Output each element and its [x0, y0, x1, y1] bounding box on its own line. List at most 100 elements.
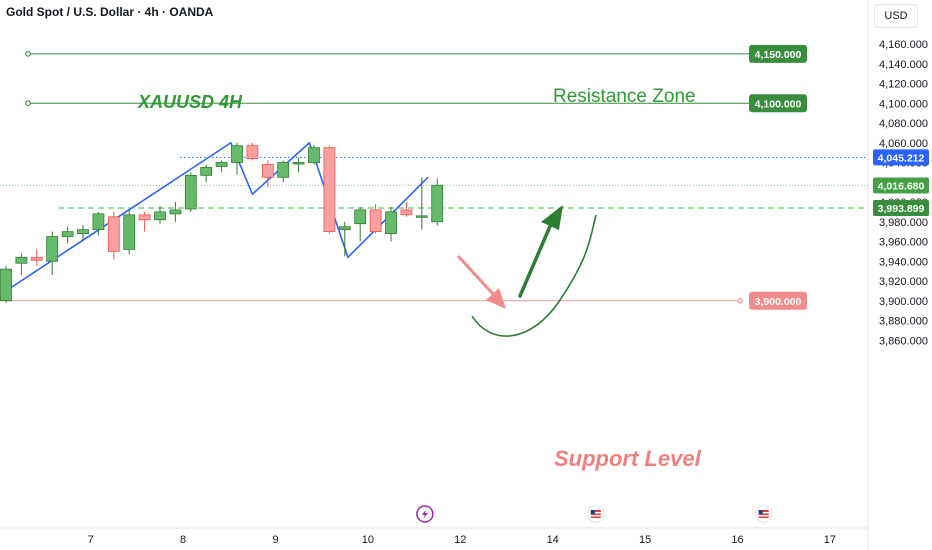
- candle-body: [415, 215, 428, 218]
- candle: [415, 177, 428, 230]
- candle: [431, 178, 444, 226]
- x-tick-label: 17: [824, 534, 836, 546]
- support-price-text: 3,900.000: [755, 296, 802, 308]
- candle-body: [154, 211, 166, 221]
- event-markers: [416, 505, 773, 523]
- candle: [231, 142, 243, 175]
- red-arrow-shaft: [457, 255, 495, 296]
- candle: [246, 142, 259, 161]
- red-arrow-head: [486, 288, 506, 309]
- x-tick-label: 12: [454, 534, 466, 546]
- dashed-axis-badge: [873, 200, 929, 217]
- green-arrow-shaft: [518, 222, 553, 298]
- candle-body: [61, 231, 74, 237]
- resistance-anchor: [25, 100, 31, 107]
- candle: [308, 144, 320, 165]
- y-tick-label: 3,960.000: [879, 237, 928, 249]
- flag-canton: [758, 510, 763, 514]
- support-price-badge: [749, 291, 807, 310]
- candle-body: [431, 184, 444, 223]
- candle: [215, 160, 228, 173]
- candle: [292, 157, 305, 173]
- flag-stripe-white: [758, 512, 769, 514]
- time-axis[interactable]: 7 8 9 10 12 14 15 16 17: [88, 534, 836, 546]
- candle: [77, 224, 89, 242]
- support-level-label: Support Level: [554, 446, 702, 471]
- candle-body: [385, 211, 397, 235]
- x-tick-label: 8: [180, 534, 186, 546]
- current-axis-text: 4,016.680: [878, 181, 925, 193]
- candle: [369, 203, 382, 234]
- y-tick-label: 3,900.000: [879, 296, 928, 308]
- y-tick-label: 3,980.000: [879, 217, 928, 229]
- candle: [46, 231, 59, 276]
- candle: [277, 160, 290, 183]
- y-tick-label: 3,920.000: [879, 276, 928, 288]
- dotted-axis-badge: [873, 149, 929, 166]
- candle: [338, 221, 351, 257]
- lightning-icon: [421, 509, 428, 519]
- candle-body: [354, 209, 367, 225]
- candle-body: [92, 213, 105, 231]
- chart-title: Gold Spot / U.S. Dollar · 4h · OANDA: [6, 5, 214, 19]
- support-anchor: [737, 297, 743, 304]
- candle-body: [184, 174, 197, 210]
- candle-body: [15, 256, 28, 264]
- level-lines: [0, 50, 868, 304]
- candle-body: [308, 147, 320, 163]
- resistance-anchor: [25, 50, 31, 57]
- candle-body: [338, 226, 351, 231]
- current-axis-badge: [873, 177, 929, 194]
- x-tick-label: 9: [272, 534, 278, 546]
- candle: [184, 172, 197, 212]
- candle: [400, 202, 413, 217]
- candle-body: [0, 268, 12, 302]
- dashed-axis-text: 3,993.899: [878, 203, 925, 215]
- candle-body: [123, 214, 136, 250]
- y-tick-label: 4,080.000: [879, 118, 928, 130]
- candle: [123, 209, 136, 255]
- flag-stripe-white: [590, 512, 601, 514]
- y-tick-label: 4,160.000: [879, 39, 928, 51]
- candle-body: [77, 229, 89, 234]
- flag-canton: [590, 510, 595, 514]
- resistance-price-text: 4,150.000: [755, 49, 802, 61]
- y-tick-label: 4,060.000: [879, 138, 928, 150]
- candle-body: [138, 214, 151, 221]
- candle-body: [369, 209, 382, 233]
- dotted-axis-text: 4,045.212: [878, 152, 925, 164]
- candle: [15, 253, 28, 276]
- y-tick-label: 4,140.000: [879, 59, 928, 71]
- resistance-zone-label: Resistance Zone: [553, 86, 696, 107]
- x-tick-label: 15: [639, 534, 651, 546]
- y-tick-label: 3,940.000: [879, 256, 928, 268]
- resistance-price-badge: [749, 94, 807, 113]
- candle-body: [169, 209, 182, 215]
- candle: [169, 202, 182, 222]
- candle-body: [231, 145, 243, 163]
- candle-body: [277, 162, 290, 178]
- resistance-price-text: 4,100.000: [755, 98, 802, 110]
- candle: [61, 226, 74, 244]
- candle: [0, 266, 12, 303]
- currency-button[interactable]: USD: [874, 4, 918, 28]
- flag-stripes: [590, 510, 601, 518]
- candle: [323, 145, 336, 234]
- candle: [30, 249, 43, 267]
- flag-stripes: [758, 510, 769, 518]
- candle-body: [323, 147, 336, 233]
- resistance-price-badge: [749, 44, 807, 63]
- flag-stripe-white: [590, 515, 601, 517]
- candle-body: [246, 145, 259, 159]
- candle-body: [200, 167, 213, 176]
- green-curve: [471, 214, 597, 337]
- y-tick-label: 4,100.000: [879, 98, 928, 110]
- flag-stripe-white: [758, 515, 769, 517]
- price-badges: 4,150.000 4,100.000 4,045.212 4,016.680 3,99…: [749, 44, 929, 310]
- green-arrow-head: [541, 205, 563, 230]
- candle-body: [46, 236, 59, 262]
- candle: [261, 160, 274, 188]
- candle-body: [107, 216, 120, 252]
